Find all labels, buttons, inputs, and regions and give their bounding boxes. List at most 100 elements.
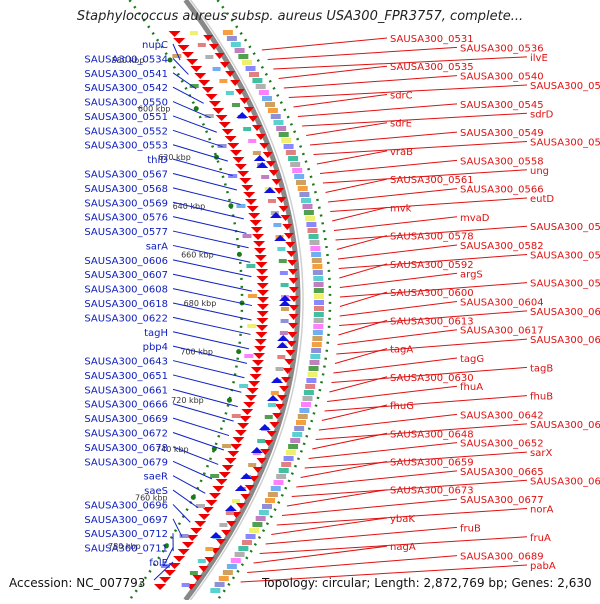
gene-arrow [222, 129, 234, 135]
feature-block [248, 463, 256, 467]
gene-arrow [243, 192, 255, 198]
feature-block [301, 198, 311, 203]
feature-block [281, 138, 291, 143]
feature-block [259, 90, 269, 95]
right-gene-label: sdrE [390, 119, 412, 130]
feature-block [268, 403, 276, 407]
tick-mark [227, 398, 232, 403]
feature-block [305, 216, 315, 221]
genome-summary-text: Topology: circular; Length: 2,872,769 bp… [262, 576, 592, 590]
left-gene-label: SAUSA300_0618 [84, 299, 168, 310]
feature-block [205, 55, 213, 59]
right-gene-label: SAUSA300_0587 [530, 250, 600, 261]
feature-block [256, 516, 266, 521]
leader-line [340, 292, 387, 306]
gene-arrow [216, 479, 228, 485]
left-gene-label: pbp4 [143, 342, 168, 353]
gene-arrow [243, 402, 255, 408]
right-gene-label: ung [530, 166, 549, 177]
gene-arrow [247, 388, 259, 394]
leader-line [312, 433, 387, 449]
feature-block [286, 150, 296, 155]
feature-block [312, 342, 322, 347]
gene-arrow [255, 339, 267, 345]
leader-line [173, 116, 217, 132]
leader-line [330, 198, 527, 212]
gene-arrow [253, 241, 265, 247]
blue-feature [277, 335, 289, 341]
right-gene-label: ilvE [530, 53, 548, 64]
feature-block [276, 126, 286, 131]
leader-line [173, 404, 234, 421]
feature-block [268, 492, 278, 497]
gene-arrow [257, 283, 269, 289]
gene-arrow [235, 430, 247, 436]
tick-mark [168, 58, 173, 63]
leader-line [262, 38, 387, 50]
feature-block [277, 247, 285, 251]
leader-line [282, 499, 457, 515]
leader-line [173, 361, 244, 378]
leader-line [334, 217, 457, 231]
left-gene-label: sarA [146, 241, 168, 252]
feature-block [312, 258, 322, 263]
gene-arrow [222, 465, 234, 471]
gene-arrow [182, 52, 194, 58]
left-gene-label: SAUSA300_0553 [84, 141, 168, 152]
leader-line [173, 130, 223, 146]
leader-line [339, 264, 387, 278]
leader-line [320, 160, 457, 173]
blue-feature [254, 155, 266, 161]
left-gene-label: SAUSA300_0542 [84, 83, 168, 94]
leader-line [173, 73, 196, 89]
feature-block [280, 271, 288, 275]
feature-block [311, 252, 321, 257]
leader-line [314, 142, 527, 155]
leader-line [335, 349, 387, 364]
feature-block [292, 432, 302, 437]
feature-block [311, 348, 321, 353]
gene-arrow [164, 570, 176, 576]
gene-arrow [252, 360, 264, 366]
feature-block [223, 570, 233, 575]
feature-block [265, 415, 273, 419]
right-gene-label: vraB [390, 147, 413, 158]
feature-block [290, 438, 300, 443]
leader-line [329, 377, 387, 392]
gene-arrow [257, 311, 269, 317]
gene-arrow [251, 227, 263, 233]
feature-block [271, 486, 281, 491]
feature-block [242, 540, 252, 545]
feature-block [246, 264, 255, 268]
feature-block [306, 378, 316, 383]
feature-block [299, 408, 309, 413]
feature-block [235, 48, 245, 53]
feature-block [294, 426, 304, 431]
gene-arrow [257, 304, 269, 310]
leader-line [322, 405, 387, 420]
feature-block [210, 588, 220, 593]
leader-line [173, 461, 212, 479]
leader-line [310, 132, 457, 145]
gene-arrow [154, 584, 166, 590]
gene-arrow [205, 94, 217, 100]
gene-arrow [233, 437, 245, 443]
right-gene-label: tagG [460, 354, 484, 365]
feature-block [236, 204, 245, 208]
gene-arrow [251, 367, 263, 373]
feature-block [314, 312, 324, 317]
right-gene-label: argS [460, 269, 483, 280]
feature-block [231, 42, 241, 47]
gene-arrow [209, 493, 221, 499]
feature-block [286, 450, 296, 455]
left-gene-label: SAUSA300_0666 [84, 400, 168, 411]
gene-arrow [225, 136, 237, 142]
feature-block [198, 43, 206, 47]
feature-block [284, 456, 294, 461]
leader-line [333, 358, 457, 373]
gene-arrow [202, 87, 214, 93]
feature-block [249, 72, 259, 77]
feature-block [226, 511, 234, 515]
feature-block [268, 108, 278, 113]
